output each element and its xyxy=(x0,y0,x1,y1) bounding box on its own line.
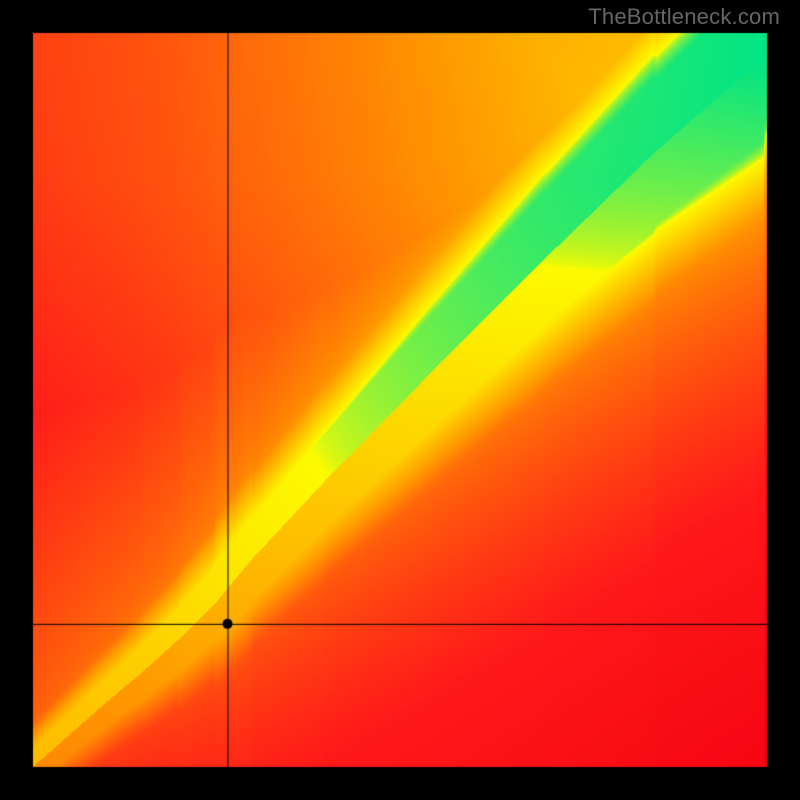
heatmap-canvas xyxy=(0,0,800,800)
chart-container: TheBottleneck.com xyxy=(0,0,800,800)
watermark-text: TheBottleneck.com xyxy=(588,4,780,30)
